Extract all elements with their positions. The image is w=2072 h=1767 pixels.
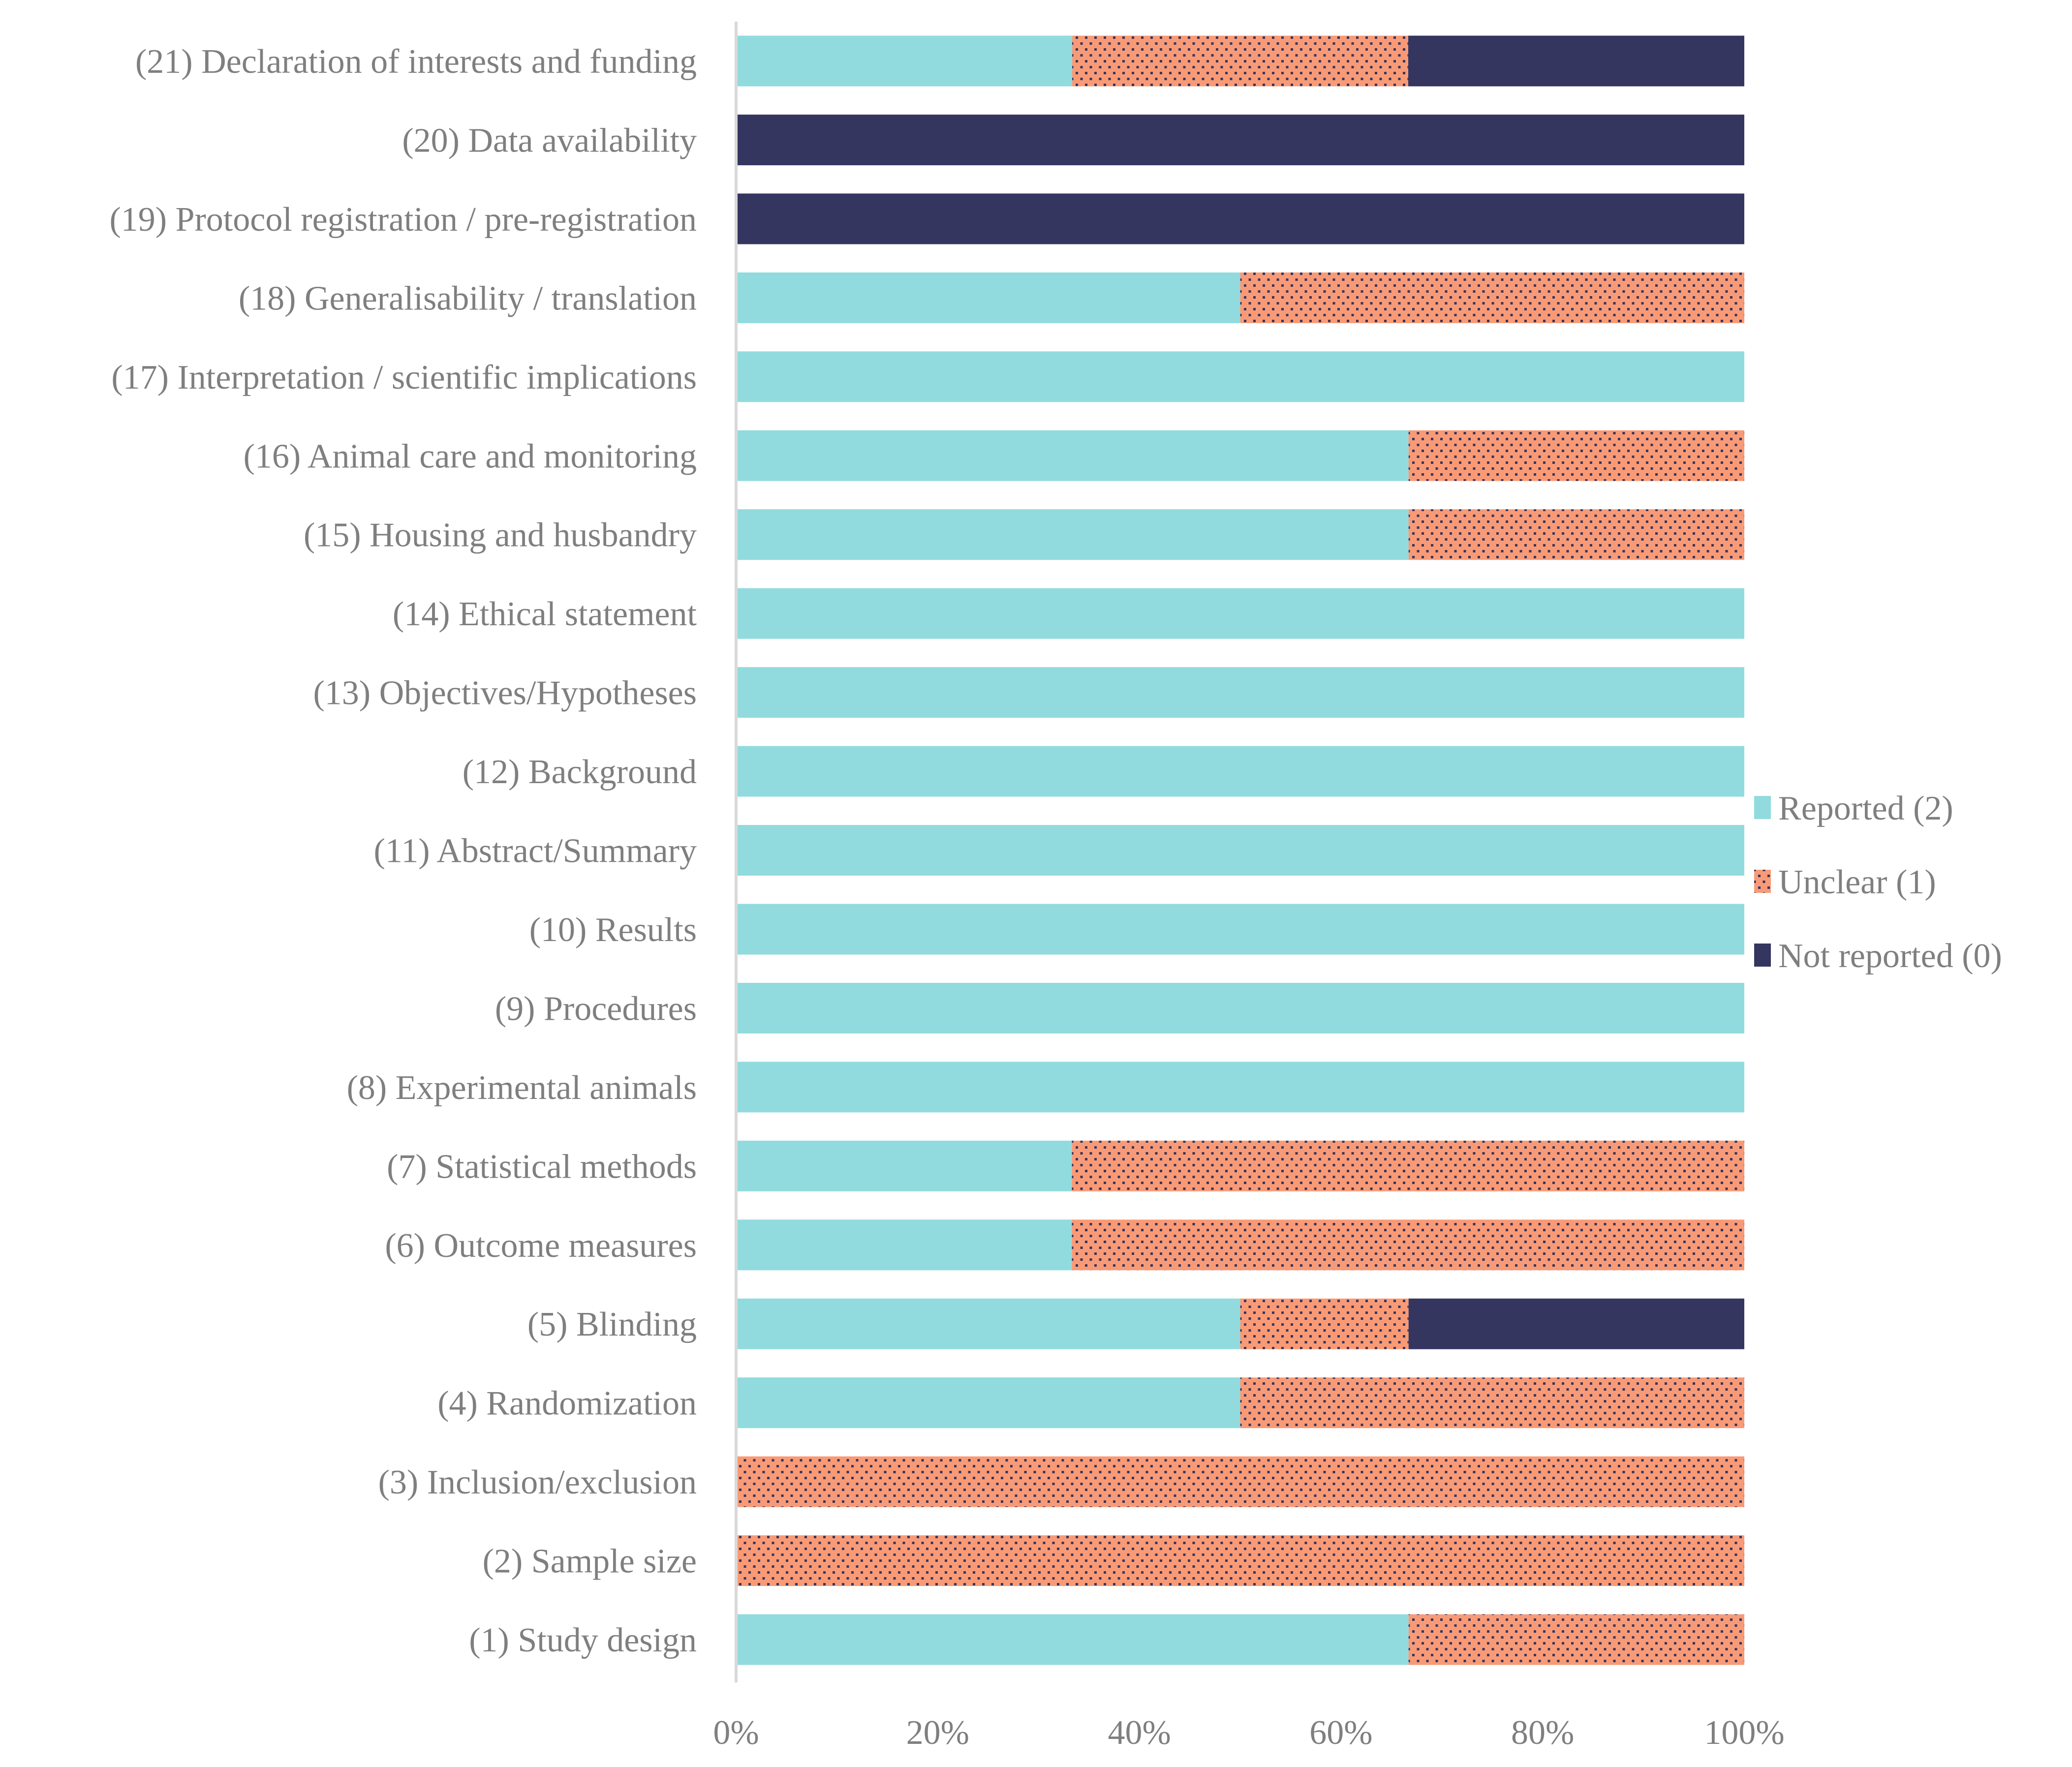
bar-segment-reported xyxy=(736,904,1744,955)
bar-segment-reported xyxy=(736,1377,1240,1429)
bar-segment-reported xyxy=(736,667,1744,718)
bar-segment-unclear xyxy=(1240,1298,1409,1349)
category-label: (14) Ethical statement xyxy=(393,595,697,633)
x-tick-labels: 0% 20% 40% 60% 80% 100% xyxy=(713,1714,1784,1752)
category-label: (17) Interpretation / scientific implica… xyxy=(111,359,697,396)
category-label: (16) Animal care and monitoring xyxy=(244,437,697,475)
category-label: (10) Results xyxy=(529,911,697,949)
bar-segment-not-reported xyxy=(736,114,1744,165)
bar-segment-reported xyxy=(736,588,1744,639)
bar-segment-unclear xyxy=(1072,1140,1744,1191)
bar-segment-reported xyxy=(736,1219,1072,1271)
x-tick-label: 20% xyxy=(906,1714,969,1752)
bar-segment-reported xyxy=(736,1140,1072,1191)
legend-swatch xyxy=(1754,944,1771,967)
bar-segment-reported xyxy=(736,982,1744,1034)
category-label: (6) Outcome measures xyxy=(385,1227,697,1265)
bar-segment-unclear xyxy=(1408,1614,1744,1665)
legend-label: Not reported (0) xyxy=(1778,937,2002,975)
bar-segment-not-reported xyxy=(736,193,1744,244)
bar-segment-unclear xyxy=(1240,272,1744,323)
category-label: (3) Inclusion/exclusion xyxy=(378,1463,697,1501)
bar-segment-unclear xyxy=(1072,1219,1744,1271)
category-label: (5) Blinding xyxy=(527,1306,697,1343)
category-label: (15) Housing and husbandry xyxy=(304,517,697,554)
legend-label: Reported (2) xyxy=(1778,790,1953,827)
bar-segment-reported xyxy=(736,430,1409,481)
category-label: (1) Study design xyxy=(469,1621,697,1659)
category-label: (12) Background xyxy=(463,753,697,791)
legend: Reported (2) Unclear (1) Not reported (0) xyxy=(1754,790,2002,975)
x-tick-label: 100% xyxy=(1704,1714,1784,1752)
category-label: (8) Experimental animals xyxy=(347,1069,697,1107)
legend-swatch xyxy=(1754,870,1771,893)
category-label: (13) Objectives/Hypotheses xyxy=(313,674,697,712)
bar-segment-reported xyxy=(736,351,1744,402)
category-label: (19) Protocol registration / pre-registr… xyxy=(109,201,697,239)
bar-segment-reported xyxy=(736,509,1409,560)
bar-segment-reported xyxy=(736,1614,1409,1665)
category-label: (7) Statistical methods xyxy=(387,1148,697,1186)
bar-segment-reported xyxy=(736,746,1744,797)
category-labels: (21) Declaration of interests and fundin… xyxy=(109,43,697,1659)
bar-segment-unclear xyxy=(736,1456,1744,1507)
bar-segment-reported xyxy=(736,1062,1744,1113)
category-label: (20) Data availability xyxy=(402,122,697,159)
bar-segment-not-reported xyxy=(1408,35,1744,87)
x-tick-label: 40% xyxy=(1108,1714,1171,1752)
category-label: (21) Declaration of interests and fundin… xyxy=(135,43,697,81)
bar-segment-reported xyxy=(736,35,1072,87)
bars-layer xyxy=(736,35,1744,1665)
category-label: (2) Sample size xyxy=(483,1543,697,1581)
x-tick-label: 60% xyxy=(1309,1714,1372,1752)
bar-segment-reported xyxy=(736,1298,1240,1349)
bar-segment-unclear xyxy=(1408,509,1744,560)
legend-swatch xyxy=(1754,796,1771,819)
bar-segment-unclear xyxy=(736,1535,1744,1586)
bar-segment-unclear xyxy=(1408,430,1744,481)
category-label: (11) Abstract/Summary xyxy=(374,832,697,870)
x-tick-label: 80% xyxy=(1511,1714,1574,1752)
category-label: (4) Randomization xyxy=(437,1385,697,1423)
bar-segment-unclear xyxy=(1240,1377,1744,1429)
bar-segment-not-reported xyxy=(1408,1298,1744,1349)
legend-label: Unclear (1) xyxy=(1778,863,1936,901)
category-label: (18) Generalisability / translation xyxy=(239,279,697,317)
x-tick-label: 0% xyxy=(713,1714,759,1752)
bar-segment-unclear xyxy=(1072,35,1408,87)
bar-segment-reported xyxy=(736,272,1240,323)
category-label: (9) Procedures xyxy=(495,990,697,1028)
bar-segment-reported xyxy=(736,825,1744,876)
